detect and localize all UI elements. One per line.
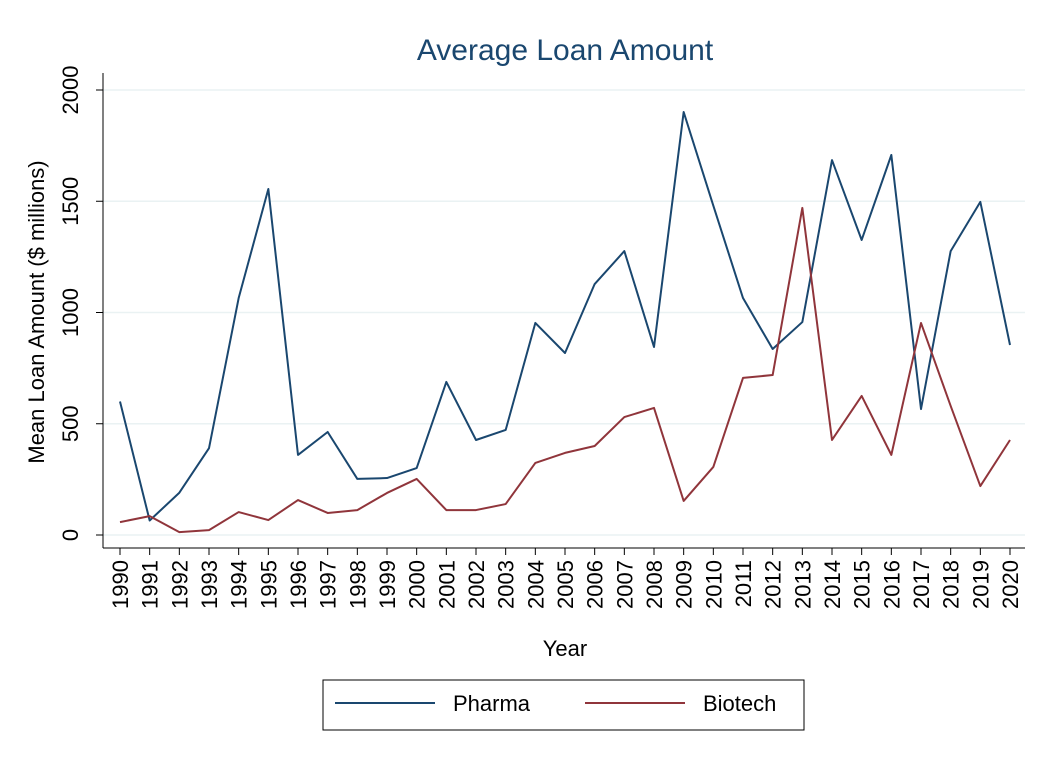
x-tick-label: 2000 xyxy=(405,560,430,609)
x-tick-label: 2020 xyxy=(998,560,1023,609)
x-axis-label: Year xyxy=(543,636,587,661)
x-tick-label: 2013 xyxy=(790,560,815,609)
x-tick-label: 2008 xyxy=(642,560,667,609)
x-tick-label: 1999 xyxy=(375,560,400,609)
x-tick-label: 1997 xyxy=(316,560,341,609)
line-series xyxy=(119,111,1011,522)
x-tick-label: 2005 xyxy=(553,560,578,609)
y-tick-label: 500 xyxy=(58,405,83,442)
y-tick-label: 1500 xyxy=(58,177,83,226)
x-tick-label: 2003 xyxy=(494,560,519,609)
x-tick-label: 1996 xyxy=(286,560,311,609)
x-tick-label: 2019 xyxy=(968,560,993,609)
y-axis-label: Mean Loan Amount ($ millions) xyxy=(24,160,49,463)
y-tick-label: 2000 xyxy=(58,66,83,115)
y-tick-label: 0 xyxy=(58,529,83,541)
x-tick-label: 2012 xyxy=(761,560,786,609)
chart-title: Average Loan Amount xyxy=(417,34,714,67)
x-tick-label: 1994 xyxy=(227,560,252,609)
legend-label: Pharma xyxy=(453,691,531,716)
x-tick-label: 2014 xyxy=(820,560,845,609)
x-tick-label: 2006 xyxy=(583,560,608,609)
x-tick-label: 2009 xyxy=(672,560,697,609)
x-tick-label: 1992 xyxy=(167,560,192,609)
x-tick-label: 1993 xyxy=(197,560,222,609)
x-tick-label: 2004 xyxy=(523,560,548,609)
x-tick-label: 2015 xyxy=(850,560,875,609)
x-tick-label: 2018 xyxy=(939,560,964,609)
x-tick-label: 2016 xyxy=(879,560,904,609)
y-tick-label: 1000 xyxy=(58,288,83,337)
x-tick-label: 2007 xyxy=(612,560,637,609)
x-tick-label: 2017 xyxy=(909,560,934,609)
x-tick-label: 1990 xyxy=(108,560,133,609)
x-tick-label: 1991 xyxy=(138,560,163,609)
x-tick-label: 2010 xyxy=(701,560,726,609)
legend-box xyxy=(322,679,805,731)
x-tick-label: 2011 xyxy=(731,560,756,607)
line-series xyxy=(119,206,1011,534)
x-tick-label: 1995 xyxy=(256,560,281,609)
legend-label: Biotech xyxy=(703,691,776,716)
x-tick-label: 2001 xyxy=(434,560,459,609)
x-tick-label: 1998 xyxy=(345,560,370,609)
x-tick-label: 2002 xyxy=(464,560,489,609)
